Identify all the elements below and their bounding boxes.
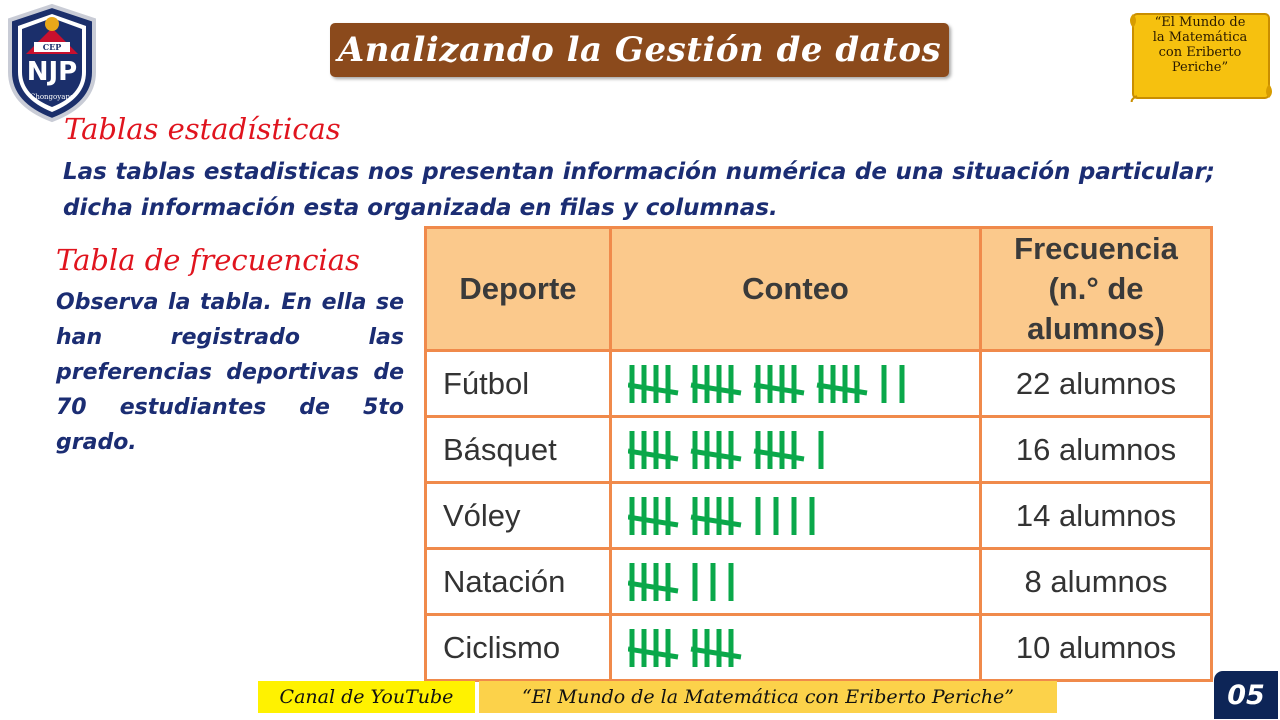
tally-marks <box>628 496 815 535</box>
footer-left-text: Canal de YouTube <box>279 686 454 708</box>
logo-letters: NJP <box>27 57 78 87</box>
cell-tally <box>609 415 982 484</box>
section-heading-tablas: Tablas estadísticas <box>64 112 341 146</box>
tally-cross-stroke <box>753 448 805 461</box>
tally-cross-stroke <box>690 514 742 527</box>
page-number: 05 <box>1227 679 1265 711</box>
cell-frequency: 22 alumnos <box>979 349 1213 418</box>
header-conteo: Conteo <box>609 226 982 352</box>
header-frecuencia: Frecuencia (n.° de alumnos) <box>979 226 1213 352</box>
tally-cross-stroke <box>628 514 679 527</box>
school-logo: CEP NJP Chongoyape <box>8 3 96 123</box>
frequency-table: Deporte Conteo Frecuencia (n.° de alumno… <box>424 226 1213 682</box>
cell-frequency: 8 alumnos <box>979 547 1213 616</box>
tally-cross-stroke <box>690 382 742 395</box>
header-frecuencia-line2: (n.° de alumnos) <box>1027 271 1165 346</box>
header-frecuencia-line1: Frecuencia <box>1014 231 1178 266</box>
section-heading-frecuencias: Tabla de frecuencias <box>56 243 360 277</box>
tally-cross-stroke <box>690 448 742 461</box>
page-number-badge: 05 <box>1214 671 1278 719</box>
tally-marks <box>628 364 905 403</box>
badge-line: Periche” <box>1171 60 1229 75</box>
footer-right-text: “El Mundo de la Matemática con Eriberto … <box>521 686 1015 708</box>
cell-tally <box>609 613 982 682</box>
page-title: Analizando la Gestión de datos <box>337 30 942 70</box>
table-row: Ciclismo 10 alumnos <box>424 613 1213 682</box>
cell-tally <box>609 547 982 616</box>
title-banner: Analizando la Gestión de datos <box>330 23 949 77</box>
tally-cross-stroke <box>816 382 868 395</box>
footer-channel-name: “El Mundo de la Matemática con Eriberto … <box>479 681 1057 713</box>
badge-line: “El Mundo de <box>1154 15 1246 30</box>
table-row: Vóley 14 alumnos <box>424 481 1213 550</box>
cell-frequency: 16 alumnos <box>979 415 1213 484</box>
cell-tally <box>609 349 982 418</box>
section-paragraph-frecuencias: Observa la tabla. En ella se han registr… <box>56 290 404 455</box>
cell-sport: Básquet <box>424 415 612 484</box>
logo-top-text: CEP <box>43 42 61 52</box>
badge-line: la Matemática <box>1152 30 1248 45</box>
cell-frequency: 14 alumnos <box>979 481 1213 550</box>
scroll-badge-icon <box>1130 13 1272 102</box>
cell-sport: Natación <box>424 547 612 616</box>
tally-cross-stroke <box>628 382 679 395</box>
tally-cross-stroke <box>753 382 805 395</box>
footer-youtube-label: Canal de YouTube <box>258 681 475 713</box>
tally-cross-stroke <box>628 646 679 659</box>
cell-sport: Vóley <box>424 481 612 550</box>
table-row: Fútbol 22 alumnos <box>424 349 1213 418</box>
badge-line: con Eriberto <box>1158 45 1242 60</box>
table-row: Básquet 16 alumnos <box>424 415 1213 484</box>
table-row: Natación 8 alumnos <box>424 547 1213 616</box>
cell-tally <box>609 481 982 550</box>
tally-cross-stroke <box>690 646 742 659</box>
section-paragraph-tablas: Las tablas estadisticas nos presentan in… <box>63 159 1215 221</box>
cell-frequency: 10 alumnos <box>979 613 1213 682</box>
logo-bottom-text: Chongoyape <box>30 93 74 101</box>
tally-marks <box>628 430 824 469</box>
cell-sport: Ciclismo <box>424 613 612 682</box>
tally-cross-stroke <box>628 448 679 461</box>
cell-sport: Fútbol <box>424 349 612 418</box>
table-header-row: Deporte Conteo Frecuencia (n.° de alumno… <box>424 226 1213 352</box>
tally-marks <box>628 562 734 601</box>
tally-marks <box>628 628 742 667</box>
tally-cross-stroke <box>628 580 679 593</box>
scroll-badge-text: “El Mundo de la Matemática con Eriberto … <box>1135 15 1265 75</box>
header-deporte: Deporte <box>424 226 612 352</box>
torch-icon <box>45 17 59 31</box>
